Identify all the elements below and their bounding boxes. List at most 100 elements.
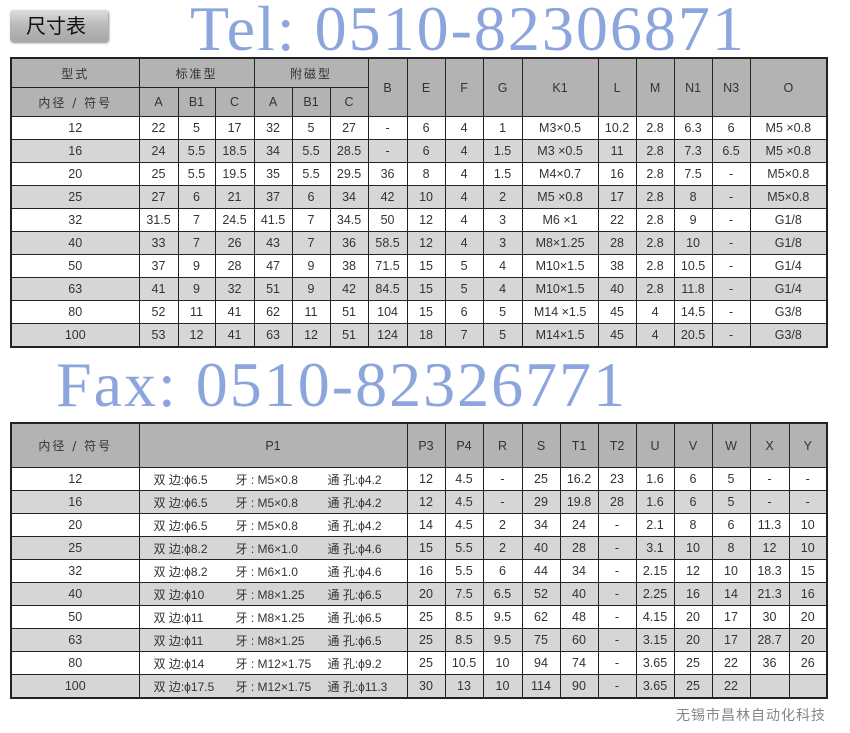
table-cell: 3.65	[635, 651, 675, 675]
table-cell: 4.15	[635, 605, 675, 629]
bore-cell: 50	[10, 605, 140, 629]
header-bore: 内径 / 符号	[10, 87, 140, 117]
table-cell: 63	[253, 323, 293, 348]
table-cell: M5 ×0.8	[749, 139, 828, 163]
table-cell: 5	[711, 490, 751, 514]
header-p1: P1	[138, 422, 408, 468]
table-cell: 12	[406, 231, 446, 255]
table-cell: G3/8	[749, 323, 828, 348]
table-cell: 42	[329, 277, 369, 301]
table-cell: 6	[444, 300, 484, 324]
p1-cell: 双 边:ϕ6.5 牙 : M5×0.8 通 孔:ϕ4.2	[138, 467, 408, 491]
table-cell: 1.6	[635, 467, 675, 491]
table-cell: 19.5	[214, 162, 255, 186]
bore-cell: 80	[10, 651, 140, 675]
table-cell: 94	[521, 651, 561, 675]
header-w: W	[711, 422, 751, 468]
table-cell: 43	[253, 231, 293, 255]
table-cell: 15	[406, 277, 446, 301]
table-cell: 114	[521, 674, 561, 699]
table-cell: 12	[10, 116, 140, 140]
table-cell: 4	[444, 116, 484, 140]
table-cell: -	[711, 277, 751, 301]
table-row: 100 双 边:ϕ17.5 牙 : M12×1.75 通 孔:ϕ11.3 30 13 10 1…	[10, 674, 828, 699]
table-cell: 16	[673, 582, 713, 606]
table-cell: -	[482, 490, 523, 514]
table-cell: 3.65	[635, 674, 675, 699]
table-cell: -	[711, 162, 751, 186]
table-cell: M8×1.25	[521, 231, 599, 255]
table-cell: 36	[329, 231, 369, 255]
table-cell: 2.1	[635, 513, 675, 537]
table-cell: 32	[214, 277, 255, 301]
table-cell: 10.5	[444, 651, 484, 675]
table-cell: 2	[482, 513, 523, 537]
table-cell: 11.8	[673, 277, 713, 301]
table-cell: 2.8	[635, 208, 675, 232]
table-cell: 4.5	[444, 490, 484, 514]
thread: 牙 : M8×1.25	[235, 587, 305, 602]
table-cell: 9	[673, 208, 713, 232]
header-magnetic: 附磁型	[253, 57, 369, 88]
table-cell: M10×1.5	[521, 277, 599, 301]
table-cell: 23	[597, 467, 637, 491]
table-row: 40 双 边:ϕ10 牙 : M8×1.25 通 孔:ϕ6.5 20 7.5 6.5 52 40…	[10, 582, 828, 606]
table-cell: 2.8	[635, 116, 675, 140]
table-cell: M10×1.5	[521, 254, 599, 278]
table-cell: 2.8	[635, 254, 675, 278]
through-hole: 通 孔:ϕ6.5	[327, 587, 382, 602]
table-cell: 51	[329, 323, 369, 348]
header-bore: 内径 / 符号	[10, 422, 140, 468]
table-cell: 14.5	[673, 300, 713, 324]
double-side: 双 边:ϕ6.5	[153, 495, 208, 510]
table-cell: 36	[749, 651, 790, 675]
table-cell: 14	[711, 582, 751, 606]
table-cell: 9	[177, 254, 216, 278]
table-cell: 3.1	[635, 536, 675, 560]
table-cell: 1.5	[482, 162, 523, 186]
table-cell: M6 ×1	[521, 208, 599, 232]
header-o: O	[749, 57, 828, 117]
bore-cell: 12	[10, 467, 140, 491]
table-cell: 17	[214, 116, 255, 140]
table-cell: 71.5	[367, 254, 408, 278]
table-cell: 4.5	[444, 513, 484, 537]
table-cell: 2	[482, 185, 523, 209]
page-title: 尺寸表	[10, 10, 108, 42]
p1-values: 双 边:ϕ11 牙 : M8×1.25 通 孔:ϕ6.5	[140, 632, 406, 649]
double-side: 双 边:ϕ6.5	[153, 518, 208, 533]
table-cell: 26	[214, 231, 255, 255]
table-cell: 5	[482, 323, 523, 348]
table-cell: 4	[635, 300, 675, 324]
table-cell: 24	[559, 513, 599, 537]
table-cell: 25	[138, 162, 179, 186]
table-cell: 9	[177, 277, 216, 301]
table-cell: 9	[291, 254, 331, 278]
table-cell: 10	[673, 536, 713, 560]
table-row: 32 双 边:ϕ8.2 牙 : M6×1.0 通 孔:ϕ4.6 16 5.5 6 44 34-2…	[10, 559, 828, 583]
table-cell: 15	[788, 559, 828, 583]
table-cell: 4.5	[444, 467, 484, 491]
p1-values: 双 边:ϕ6.5 牙 : M5×0.8 通 孔:ϕ4.2	[140, 471, 406, 488]
top-band: 尺寸表 Tel: 0510-82306871	[0, 0, 850, 61]
table-cell: 51	[329, 300, 369, 324]
table-cell: 12	[177, 323, 216, 348]
table-cell: G1/4	[749, 254, 828, 278]
table-cell: 4	[444, 139, 484, 163]
table-cell: 34.5	[329, 208, 369, 232]
through-hole: 通 孔:ϕ4.2	[327, 472, 382, 487]
table-cell: 48	[559, 605, 599, 629]
table-cell: 5	[291, 116, 331, 140]
table-cell: 10	[482, 651, 523, 675]
table-cell: -	[711, 300, 751, 324]
header-n1: N1	[673, 57, 713, 117]
table-cell: 6	[406, 139, 446, 163]
table-cell: 26	[788, 651, 828, 675]
table-cell: 25	[10, 185, 140, 209]
table-cell: -	[711, 185, 751, 209]
table-cell: 5	[482, 300, 523, 324]
table-cell: 5	[177, 116, 216, 140]
table-cell: 35	[253, 162, 293, 186]
double-side: 双 边:ϕ17.5	[153, 679, 215, 694]
table-cell: -	[597, 513, 637, 537]
